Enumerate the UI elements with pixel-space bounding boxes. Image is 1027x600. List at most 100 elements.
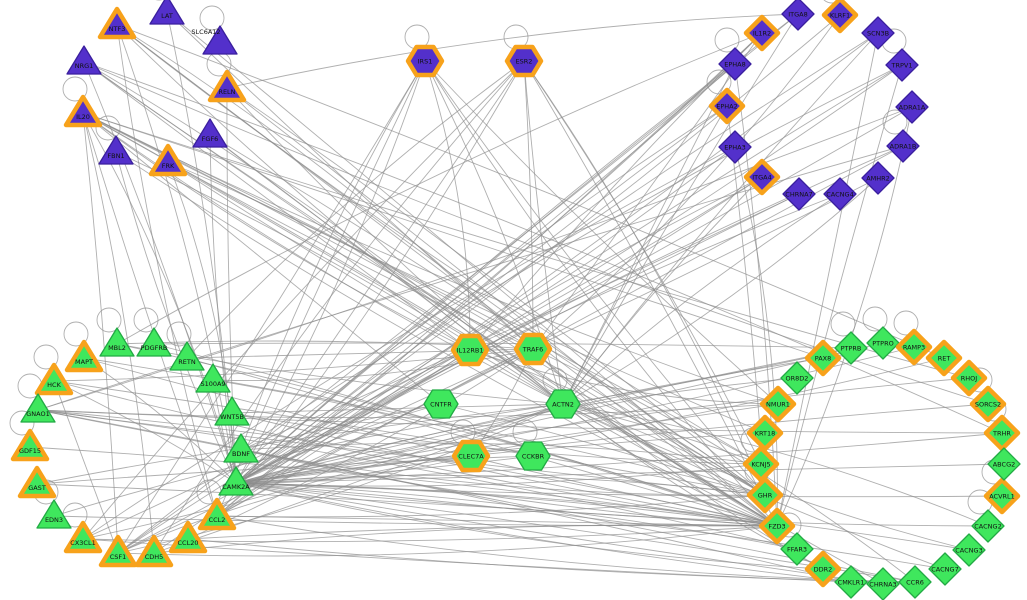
node-IL20[interactable] — [63, 94, 103, 128]
node-CACNG7[interactable] — [928, 552, 962, 586]
edge-CNTFR-CAMK2A — [235, 403, 442, 484]
node-AMHR2[interactable] — [861, 161, 895, 195]
node-EPHA2[interactable] — [708, 87, 746, 125]
node-CCL20[interactable] — [168, 520, 208, 554]
edge-FZD3-WNT5B — [231, 412, 778, 527]
edge-CLEC7A-CSF1 — [117, 455, 472, 554]
node-CDH5[interactable] — [134, 534, 174, 568]
node-CSF1[interactable] — [98, 534, 138, 568]
node-PTPRB[interactable] — [834, 331, 868, 365]
edge-KLRF1-TRAF6 — [532, 14, 841, 350]
edge-AMHR2-ACTN2 — [562, 177, 879, 405]
node-ADRA1A[interactable] — [895, 90, 929, 124]
node-DDR2[interactable] — [804, 550, 842, 588]
edge-GHR-MAPT — [83, 357, 766, 496]
edge-CAMK2A-ABCG2 — [235, 463, 1005, 484]
node-SLC6A12[interactable] — [202, 25, 238, 55]
node-ESR2[interactable] — [504, 44, 544, 78]
node-GDF15[interactable] — [10, 428, 50, 462]
node-RELN[interactable] — [207, 69, 247, 103]
edge-CAMK2A-ACVRL1 — [235, 482, 1003, 498]
node-TRHR[interactable] — [983, 414, 1021, 452]
edge-ESR2-GHR — [523, 60, 766, 496]
edge-FRK-ACTN2 — [167, 161, 564, 405]
node-NTF3[interactable] — [97, 6, 137, 40]
node-FGF6[interactable] — [192, 118, 228, 148]
edge-CAMK2A-PAX8 — [235, 357, 824, 484]
node-CACNG3[interactable] — [952, 533, 986, 567]
node-ACTN2[interactable] — [545, 389, 581, 419]
node-FFAR3[interactable] — [780, 532, 814, 566]
node-ADRA1B[interactable] — [886, 129, 920, 163]
self-loop-EPHA8 — [714, 27, 740, 53]
node-CCKBR[interactable] — [515, 441, 551, 471]
edge-IL20-KCNJ5 — [82, 112, 762, 465]
node-OR8D2[interactable] — [780, 361, 814, 395]
node-BDNF[interactable] — [223, 433, 259, 463]
node-HCK[interactable] — [34, 362, 74, 396]
node-TRAF6[interactable] — [513, 332, 553, 366]
node-ITGA8[interactable] — [781, 0, 815, 31]
node-GNAO1[interactable] — [20, 393, 56, 423]
edge-ITGA8-CAMK2A — [235, 13, 799, 484]
node-RETN[interactable] — [169, 341, 205, 371]
node-SORCS2[interactable] — [969, 385, 1007, 423]
node-CNTFR[interactable] — [423, 389, 459, 419]
node-FBN1[interactable] — [98, 135, 134, 165]
node-WNT5B[interactable] — [214, 396, 250, 426]
node-RHOJ[interactable] — [950, 359, 988, 397]
edge-ADRA1A-CAMK2A — [235, 106, 913, 484]
node-KLRF1[interactable] — [821, 0, 859, 34]
node-PTPRO[interactable] — [866, 326, 900, 360]
node-IL12RB1[interactable] — [450, 333, 490, 367]
node-CCL2[interactable] — [197, 497, 237, 531]
node-CMKLR1[interactable] — [834, 565, 868, 599]
node-FRK[interactable] — [148, 143, 188, 177]
node-CACNG4[interactable] — [823, 177, 857, 211]
edge-FBN1-CAMK2A — [115, 151, 237, 484]
edge-IRS1-CAMK2A — [235, 60, 426, 484]
node-PAX8[interactable] — [804, 339, 842, 377]
edge-ACTN2-MBL2 — [116, 343, 564, 405]
node-CX3CL1[interactable] — [63, 520, 103, 554]
node-CAMK2A[interactable] — [218, 466, 254, 496]
node-GHR[interactable] — [746, 476, 784, 514]
node-IRS1[interactable] — [405, 44, 445, 78]
node-ITGA4[interactable] — [743, 158, 781, 196]
edge-CAMK2A-NMUR1 — [235, 403, 779, 484]
edge-SCN3B-CAMK2A — [235, 32, 879, 484]
node-MBL2[interactable] — [99, 327, 135, 357]
node-ABCG2[interactable] — [987, 447, 1021, 481]
edge-NRG1-TRHR — [83, 61, 1003, 434]
edge-GNAO1-CMKLR1 — [37, 409, 852, 583]
node-FZD3[interactable] — [758, 507, 796, 545]
edge-ACTN2-CDH5 — [153, 403, 564, 554]
node-EPHA8[interactable] — [718, 47, 752, 81]
node-NRG1[interactable] — [66, 45, 102, 75]
node-TRPV1[interactable] — [885, 48, 919, 82]
node-IL1R2[interactable] — [743, 14, 781, 52]
node-PDGFRB[interactable] — [136, 327, 172, 357]
node-NMUR1[interactable] — [759, 385, 797, 423]
node-ACVRL1[interactable] — [983, 477, 1021, 515]
node-CHRNA3[interactable] — [866, 567, 900, 600]
node-RAMP3[interactable] — [895, 328, 933, 366]
edge-RELN-ACTN2 — [226, 87, 564, 405]
node-CHRNA7[interactable] — [782, 177, 816, 211]
node-RET[interactable] — [925, 339, 963, 377]
node-S100A9[interactable] — [195, 363, 231, 393]
node-MAPT[interactable] — [64, 339, 104, 373]
node-CCR6[interactable] — [898, 565, 932, 599]
node-LAT[interactable] — [149, 0, 185, 25]
node-EDN3[interactable] — [36, 499, 72, 529]
node-CACNG2[interactable] — [971, 509, 1005, 543]
edge-CAMK2A-RHOJ — [235, 377, 970, 484]
node-CLEC7A[interactable] — [451, 439, 491, 473]
edge-GHR-HCK — [53, 380, 766, 496]
node-EPHA3[interactable] — [718, 130, 752, 164]
edge-IRS1-BDNF — [240, 60, 426, 451]
node-GAST[interactable] — [17, 465, 57, 499]
edge-ESR2-RETN — [186, 60, 525, 359]
node-SCN3B[interactable] — [861, 16, 895, 50]
